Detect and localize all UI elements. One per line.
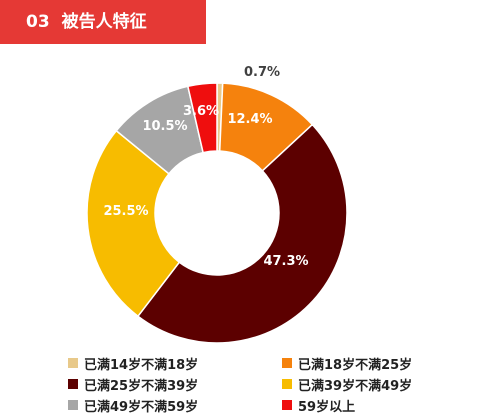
slice-label-5: 10.5% — [142, 119, 187, 134]
legend-item-6: 59岁以上 — [282, 396, 356, 415]
donut-slice-6 — [186, 82, 218, 154]
section-title: 被告人特征 — [61, 12, 147, 32]
section-header: 03 被告人特征 — [0, 0, 206, 44]
legend-label: 59岁以上 — [298, 399, 356, 415]
section-header-text: 03 被告人特征 — [26, 0, 147, 44]
legend-item-1: 已满14岁不满18岁 — [68, 354, 199, 373]
legend-swatch — [282, 400, 292, 410]
slice-label-6: 3.6% — [183, 104, 219, 119]
legend-swatch — [68, 379, 78, 389]
donut-chart-svg: 0.7% 12.4% 47.3% 25.5% 10.5%3.6% — [86, 65, 348, 344]
legend-item-2: 已满18岁不满25岁 — [282, 354, 413, 373]
legend-label: 已满25岁不满39岁 — [84, 378, 199, 394]
donut-slice-3 — [136, 123, 348, 344]
donut-chart: 0.7% 12.4% 47.3% 25.5% 10.5% 3.6% — [86, 65, 348, 344]
slice-label-3: 47.3% — [263, 254, 308, 269]
legend-item-3: 已满25岁不满39岁 — [68, 375, 199, 394]
legend-label: 已满14岁不满18岁 — [84, 357, 199, 373]
legend-swatch — [282, 379, 292, 389]
legend-label: 已满49岁不满59岁 — [84, 399, 199, 415]
legend-label: 已满39岁不满49岁 — [298, 378, 413, 394]
legend-item-5: 已满49岁不满59岁 — [68, 396, 199, 415]
legend-swatch — [68, 358, 78, 368]
legend-swatch — [68, 400, 78, 410]
donut-slice-4 — [86, 129, 181, 318]
section-number: 03 — [26, 12, 50, 32]
legend-swatch — [282, 358, 292, 368]
legend-item-4: 已满39岁不满49岁 — [282, 375, 413, 394]
legend-label: 已满18岁不满25岁 — [298, 357, 413, 373]
slice-label-1: 0.7% — [244, 65, 280, 80]
slice-label-4: 25.5% — [103, 204, 148, 219]
slice-label-2: 12.4% — [227, 112, 272, 127]
